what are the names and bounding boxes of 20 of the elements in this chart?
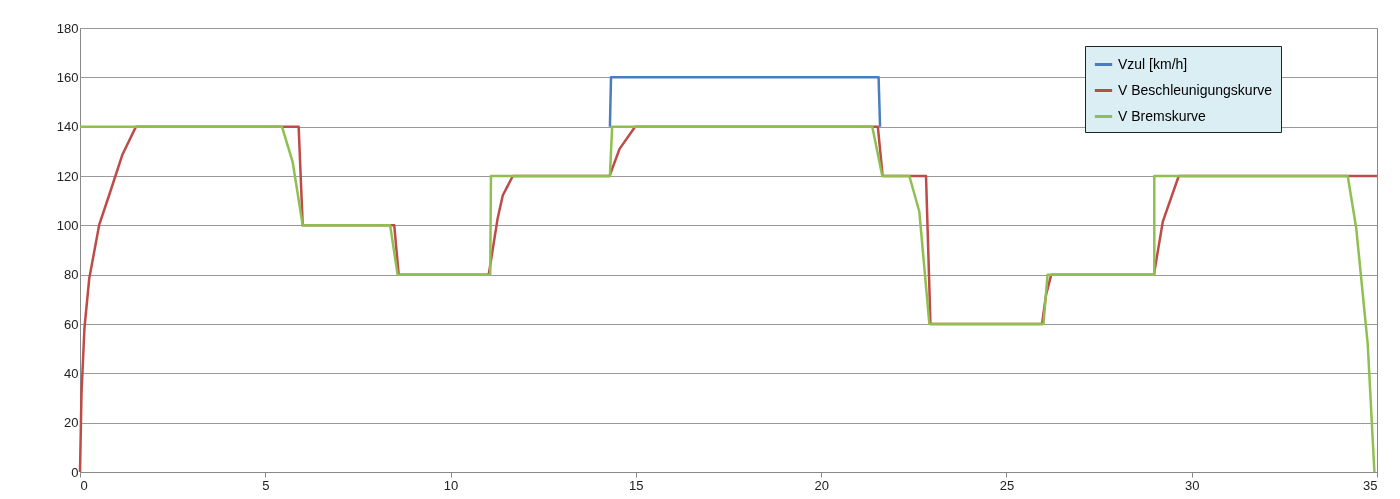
legend-label: V Beschleunigungskurve — [1118, 81, 1273, 98]
legend-label: V Bremskurve — [1118, 107, 1207, 124]
y-tick-label: 100 — [56, 217, 79, 233]
x-tick-label: 35 — [1363, 477, 1378, 493]
y-tick-label: 80 — [64, 267, 79, 283]
x-tick-label: 10 — [443, 477, 459, 493]
x-tick-label: 25 — [999, 477, 1015, 493]
y-tick-label: 140 — [56, 119, 79, 135]
y-tick-label: 120 — [56, 168, 79, 184]
x-tick-label: 15 — [629, 477, 644, 493]
x-tick-label: 5 — [262, 477, 270, 493]
y-tick-label: 60 — [64, 316, 79, 332]
x-tick-label: 30 — [1184, 477, 1200, 493]
y-tick-label: 20 — [64, 415, 79, 431]
y-tick-label: 160 — [56, 69, 79, 85]
x-tick-label: 20 — [814, 477, 829, 493]
legend-label: Vzul [km/h] — [1118, 55, 1188, 72]
y-tick-label: 0 — [71, 464, 79, 480]
y-tick-label: 40 — [64, 365, 79, 381]
y-tick-label: 180 — [56, 20, 79, 36]
